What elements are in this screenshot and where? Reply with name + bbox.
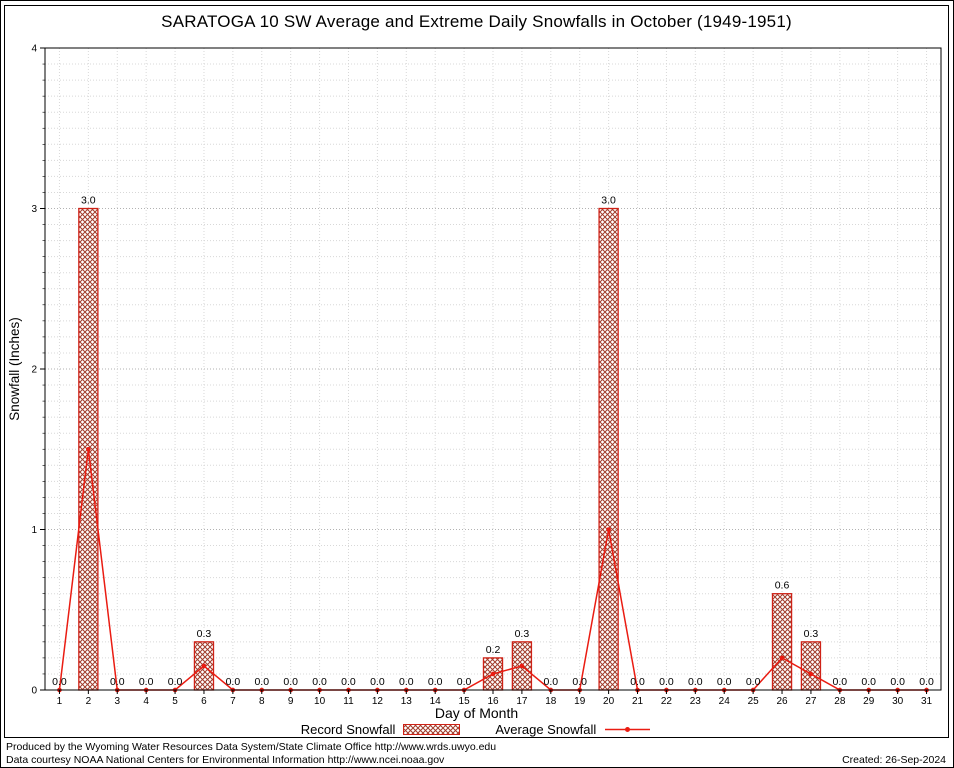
svg-text:16: 16 [487,696,499,706]
svg-text:0.0: 0.0 [861,676,876,688]
footer: Produced by the Wyoming Water Resources … [6,741,496,767]
svg-text:0.0: 0.0 [833,676,848,688]
svg-text:3.0: 3.0 [601,195,616,207]
svg-text:17: 17 [516,696,528,706]
svg-text:0.0: 0.0 [746,676,761,688]
avg-point-day-27 [808,671,814,677]
svg-text:2: 2 [86,696,92,706]
svg-text:31: 31 [921,696,933,706]
svg-text:0.0: 0.0 [52,676,67,688]
svg-text:19: 19 [574,696,586,706]
svg-text:24: 24 [719,696,731,706]
legend: Record Snowfall Average Snowfall [5,721,948,737]
svg-text:27: 27 [805,696,817,706]
tick-labels: 1 2 3 4 5 6 7 8 9 10 11 12 13 14 15 16 17 18 19 20 21 22 23 24 2… [31,44,932,707]
svg-text:4: 4 [143,696,149,706]
svg-text:0.0: 0.0 [312,676,327,688]
record-snowfall-bars [78,207,822,691]
svg-text:4: 4 [31,44,37,55]
svg-text:0: 0 [31,686,37,697]
svg-text:23: 23 [690,696,702,706]
svg-text:2: 2 [31,365,37,376]
svg-text:0.0: 0.0 [630,676,645,688]
svg-text:0.0: 0.0 [717,676,732,688]
svg-text:0.0: 0.0 [544,676,559,688]
legend-average-label: Average Snowfall [495,721,597,737]
svg-text:1: 1 [57,696,63,706]
snowfall-chart: 0.0 3.0 0.0 0.0 0.0 0.3 0.0 0.0 0.0 0.0 0.0 0.0 0.0 0… [7,44,942,707]
bar-day-26 [771,593,793,691]
svg-text:0.3: 0.3 [804,628,819,640]
avg-point-day-2 [86,446,91,452]
svg-text:13: 13 [401,696,413,706]
svg-text:10: 10 [314,696,326,706]
bar-day-20 [598,207,619,691]
svg-text:0.0: 0.0 [110,676,125,688]
svg-text:0.6: 0.6 [775,580,790,592]
svg-text:5: 5 [172,696,178,706]
svg-text:21: 21 [632,696,644,706]
svg-text:11: 11 [343,696,354,706]
svg-text:0.0: 0.0 [572,676,587,688]
svg-text:7: 7 [230,696,236,706]
svg-text:3: 3 [114,696,120,706]
grid [45,48,941,690]
svg-text:0.0: 0.0 [139,676,154,688]
svg-text:0.2: 0.2 [486,644,501,656]
legend-record-label: Record Snowfall [300,721,396,737]
svg-text:18: 18 [545,696,557,706]
svg-text:29: 29 [863,696,875,706]
y-axis-label: Snowfall (Inches) [7,317,22,421]
record-swatch-rect [403,723,461,735]
chart-title: SARATOGA 10 SW Average and Extreme Daily… [161,12,792,31]
svg-text:0.0: 0.0 [890,676,905,688]
svg-text:0.0: 0.0 [226,676,241,688]
svg-text:0.3: 0.3 [515,628,530,640]
average-snowfall-line [57,446,929,693]
svg-text:0.3: 0.3 [197,628,212,640]
svg-text:12: 12 [372,696,384,706]
svg-text:3.0: 3.0 [81,195,96,207]
svg-text:0.0: 0.0 [457,676,472,688]
svg-text:9: 9 [288,696,294,706]
svg-text:6: 6 [201,696,207,706]
svg-text:0.0: 0.0 [919,676,934,688]
svg-text:0.0: 0.0 [283,676,298,688]
svg-text:1: 1 [31,525,37,536]
avg-point-day-16 [490,671,496,677]
svg-text:20: 20 [603,696,615,706]
svg-text:0.0: 0.0 [659,676,674,688]
svg-text:8: 8 [259,696,265,706]
bar-day-27 [800,641,822,691]
svg-text:15: 15 [459,696,471,706]
footer-producer-line: Produced by the Wyoming Water Resources … [6,741,497,753]
svg-text:25: 25 [748,696,760,706]
chart-box: SARATOGA 10 SW Average and Extreme Daily… [4,5,949,738]
svg-text:0.0: 0.0 [688,676,703,688]
svg-text:30: 30 [892,696,904,706]
svg-text:0.0: 0.0 [168,676,183,688]
svg-text:22: 22 [661,696,673,706]
svg-text:0.0: 0.0 [341,676,356,688]
svg-text:0.0: 0.0 [370,676,385,688]
svg-text:28: 28 [834,696,846,706]
footer-courtesy-line: Data courtesy NOAA National Centers for … [6,754,445,766]
created-date: Created: 26-Sep-2024 [842,754,946,766]
svg-text:0.0: 0.0 [428,676,443,688]
axes [40,47,942,694]
svg-text:0.0: 0.0 [399,676,414,688]
x-axis-label: Day of Month [434,705,519,721]
record-snowfall-swatch-icon [403,723,461,735]
svg-text:14: 14 [430,696,442,706]
svg-text:3: 3 [31,204,37,215]
svg-text:26: 26 [776,696,788,706]
bar-value-labels: 0.0 3.0 0.0 0.0 0.0 0.3 0.0 0.0 0.0 0.0 0.0 0.0 0.0 0… [52,195,934,689]
avg-point-day-6 [201,663,207,669]
avg-point-day-20 [606,527,611,532]
avg-point-day-26 [779,655,785,661]
avg-point-day-17 [519,663,525,669]
svg-text:0.0: 0.0 [254,676,269,688]
average-snowfall-line-icon [605,726,651,732]
